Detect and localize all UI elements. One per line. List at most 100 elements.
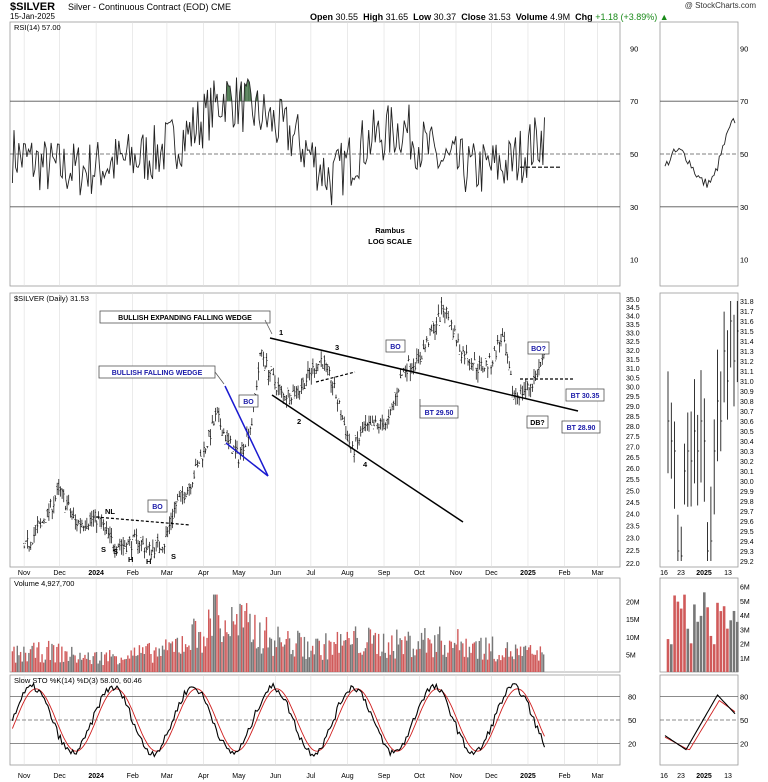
label-expanding-wedge-box — [99, 310, 271, 324]
volume-bar — [374, 632, 377, 672]
volume-bar — [176, 637, 179, 672]
rsi-zoom-y-tick: 90 — [740, 44, 748, 53]
x-tick-label: Sep — [378, 570, 391, 577]
zoom-volume-y-tick: 1M — [740, 656, 750, 663]
volume-bar — [346, 631, 349, 672]
x-tick-label-bottom: 2025 — [520, 773, 536, 780]
volume-legend: Volume 4,927,700 — [14, 579, 74, 588]
sto-k-line — [11, 682, 546, 758]
volume-bar — [382, 633, 385, 672]
label-bo-3: BO — [390, 344, 401, 351]
volume-bar — [231, 607, 233, 672]
volume-bar — [193, 618, 195, 672]
zoom-y-tick: 29.7 — [740, 509, 754, 516]
zoom-volume-bar — [670, 644, 673, 672]
zoom-y-tick: 30.6 — [740, 419, 754, 426]
volume-bar — [43, 662, 45, 672]
label-bt-2890: BT 28.90 — [567, 425, 596, 432]
volume-bar — [500, 660, 502, 672]
callout-line — [264, 319, 273, 335]
volume-bar — [414, 655, 416, 672]
annotation-author: Rambus — [375, 226, 405, 235]
volume-bar — [318, 640, 320, 672]
zoom-volume-bar — [679, 608, 683, 672]
price-y-tick: 22.5 — [626, 548, 640, 555]
volume-bar — [23, 646, 25, 672]
volume-bar — [302, 656, 304, 672]
zoom-y-tick: 30.3 — [740, 449, 754, 456]
volume-bar — [51, 643, 53, 672]
wedge-lower-line — [271, 394, 464, 523]
volume-bar — [265, 617, 268, 672]
volume-bar — [181, 636, 184, 672]
price-y-tick: 22.0 — [626, 561, 640, 568]
zoom-volume-bar — [712, 644, 716, 672]
volume-bar — [115, 656, 118, 672]
wedge-point-1: 1 — [279, 328, 283, 337]
zoom-volume-bar — [689, 643, 693, 672]
volume-bar — [212, 594, 215, 672]
label-neckline: NL — [105, 507, 115, 516]
volume-bar — [283, 644, 286, 672]
price-bars — [23, 297, 545, 560]
price-y-tick: 31.0 — [626, 366, 640, 373]
rsi-zoom-y-tick: 10 — [740, 256, 748, 265]
volume-bar — [194, 620, 197, 672]
x-tick-label: May — [232, 570, 246, 577]
volume-bar — [495, 661, 497, 672]
x-tick-label: Jun — [270, 570, 281, 577]
volume-bar — [391, 635, 393, 672]
volume-bar — [239, 603, 241, 672]
volume-bar — [536, 650, 538, 672]
x-tick-label-bottom: Nov — [450, 773, 463, 780]
zoom-x-tick-bottom: 2025 — [696, 773, 712, 780]
volume-bar — [333, 642, 335, 672]
x-tick-label-bottom: Sep — [378, 773, 391, 780]
label-expanding-wedge: BULLISH EXPANDING FALLING WEDGE — [118, 315, 252, 322]
x-tick-label-bottom: 2024 — [88, 773, 104, 780]
sto-y-tick: 80 — [628, 693, 636, 702]
zoom-volume-bar — [719, 611, 723, 672]
volume-bar — [432, 657, 434, 672]
price-y-tick: 31.5 — [626, 357, 640, 364]
zoom-volume-bar — [696, 621, 699, 672]
volume-bar — [170, 643, 172, 672]
wedge-point-4: 4 — [363, 460, 368, 469]
x-tick-label: Mar — [592, 570, 605, 577]
zoom-y-tick: 29.6 — [740, 519, 754, 526]
zoom-y-tick: 29.2 — [740, 559, 754, 566]
label-bt-2890-box — [561, 420, 601, 434]
x-tick-label-bottom: Jun — [270, 773, 281, 780]
volume-bar — [518, 655, 520, 672]
volume-bar — [208, 609, 210, 672]
volume-bar — [11, 651, 14, 672]
volume-bar — [62, 661, 65, 672]
volume-bar — [420, 632, 423, 672]
volume-bar — [303, 636, 306, 672]
x-tick-label: Dec — [53, 570, 66, 577]
rsi-zoom-y-tick: 70 — [740, 97, 748, 106]
price-panel-frame — [9, 292, 621, 568]
zoom-x-tick: 2025 — [696, 570, 712, 577]
sto-d-line — [11, 688, 545, 752]
volume-bar — [434, 635, 436, 672]
volume-bar — [341, 645, 344, 672]
volume-bar — [488, 643, 490, 672]
zoom-volume-bar — [673, 595, 676, 672]
price-y-tick: 29.0 — [626, 404, 640, 411]
volume-bar — [315, 638, 317, 672]
zoom-volume-bar — [709, 635, 713, 672]
volume-bar — [351, 644, 353, 672]
volume-bar — [128, 658, 131, 672]
zoom-x-tick: 13 — [724, 570, 732, 577]
volume-bar — [516, 648, 518, 672]
volume-bar — [295, 643, 297, 672]
volume-bar — [305, 658, 307, 672]
volume-bar — [373, 635, 375, 672]
volume-bar — [427, 638, 429, 672]
volume-bar — [74, 655, 76, 672]
volume-bar — [198, 632, 200, 672]
volume-bar — [533, 654, 535, 672]
volume-bar — [272, 655, 274, 672]
x-tick-label-bottom: May — [232, 773, 246, 780]
